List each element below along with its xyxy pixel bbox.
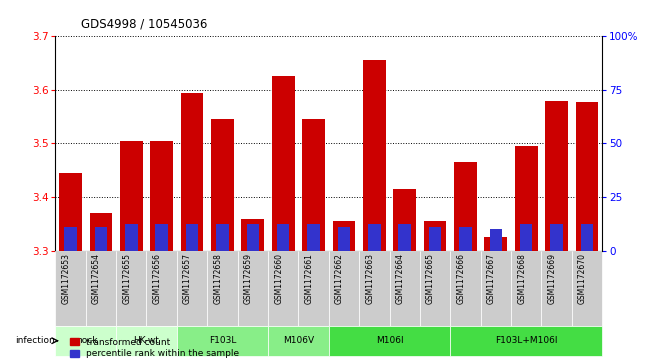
Bar — [459, 227, 472, 251]
Bar — [329, 326, 450, 356]
Bar — [277, 224, 290, 251]
Bar — [238, 251, 268, 326]
Bar — [55, 251, 86, 326]
Bar — [125, 224, 137, 251]
Text: mock: mock — [74, 336, 98, 345]
Text: GSM1172661: GSM1172661 — [305, 253, 314, 304]
Bar — [480, 251, 511, 326]
Bar — [247, 224, 259, 251]
Bar — [363, 60, 385, 251]
Bar — [177, 251, 207, 326]
Bar — [429, 227, 441, 251]
Legend: transformed count, percentile rank within the sample: transformed count, percentile rank withi… — [70, 338, 239, 359]
Text: GSM1172663: GSM1172663 — [365, 253, 374, 304]
Bar — [268, 326, 329, 356]
Text: GSM1172666: GSM1172666 — [456, 253, 465, 304]
Bar — [490, 229, 502, 251]
Bar — [450, 326, 602, 356]
Bar — [329, 251, 359, 326]
Text: GSM1172669: GSM1172669 — [547, 253, 557, 304]
Bar — [581, 224, 593, 251]
Bar — [542, 251, 572, 326]
Text: GSM1172664: GSM1172664 — [396, 253, 405, 304]
Text: GSM1172660: GSM1172660 — [274, 253, 283, 304]
Bar — [424, 221, 447, 251]
Text: GSM1172665: GSM1172665 — [426, 253, 435, 304]
Bar — [454, 162, 477, 251]
Bar — [545, 101, 568, 251]
Bar — [307, 224, 320, 251]
Bar — [575, 102, 598, 251]
Bar — [302, 119, 325, 251]
Bar — [186, 224, 199, 251]
Text: GSM1172668: GSM1172668 — [518, 253, 526, 304]
Text: GDS4998 / 10545036: GDS4998 / 10545036 — [81, 18, 208, 31]
Bar — [484, 237, 507, 251]
Text: GSM1172655: GSM1172655 — [122, 253, 132, 304]
Text: GSM1172658: GSM1172658 — [214, 253, 223, 304]
Text: F103L: F103L — [209, 336, 236, 345]
Bar — [333, 221, 355, 251]
Bar — [298, 251, 329, 326]
Bar — [177, 326, 268, 356]
Bar — [120, 141, 143, 251]
Bar — [90, 213, 112, 251]
Bar — [272, 77, 295, 251]
Bar — [146, 251, 177, 326]
Text: GSM1172654: GSM1172654 — [92, 253, 101, 304]
Bar — [156, 224, 168, 251]
Bar — [393, 189, 416, 251]
Bar — [398, 224, 411, 251]
Text: M106I: M106I — [376, 336, 404, 345]
Bar — [368, 224, 381, 251]
Bar — [55, 326, 116, 356]
Bar — [94, 227, 107, 251]
Bar — [550, 224, 563, 251]
Bar — [389, 251, 420, 326]
Bar — [420, 251, 450, 326]
Bar — [116, 326, 177, 356]
Text: infection: infection — [15, 336, 55, 345]
Bar — [511, 251, 542, 326]
Text: GSM1172657: GSM1172657 — [183, 253, 192, 304]
Bar — [268, 251, 298, 326]
Bar — [207, 251, 238, 326]
Bar — [211, 119, 234, 251]
Bar — [116, 251, 146, 326]
Bar — [515, 146, 538, 251]
Text: GSM1172659: GSM1172659 — [244, 253, 253, 304]
Bar — [150, 141, 173, 251]
Text: GSM1172653: GSM1172653 — [62, 253, 70, 304]
Text: F103L+M106I: F103L+M106I — [495, 336, 557, 345]
Bar — [359, 251, 389, 326]
Text: GSM1172662: GSM1172662 — [335, 253, 344, 304]
Bar — [572, 251, 602, 326]
Bar — [59, 173, 82, 251]
Text: GSM1172667: GSM1172667 — [487, 253, 496, 304]
Text: HK-wt: HK-wt — [133, 336, 159, 345]
Bar — [520, 224, 533, 251]
Bar — [216, 224, 229, 251]
Text: M106V: M106V — [283, 336, 314, 345]
Bar — [242, 219, 264, 251]
Text: GSM1172670: GSM1172670 — [578, 253, 587, 304]
Bar — [338, 227, 350, 251]
Bar — [64, 227, 77, 251]
Bar — [181, 93, 203, 251]
Bar — [450, 251, 480, 326]
Bar — [86, 251, 116, 326]
Text: GSM1172656: GSM1172656 — [153, 253, 161, 304]
